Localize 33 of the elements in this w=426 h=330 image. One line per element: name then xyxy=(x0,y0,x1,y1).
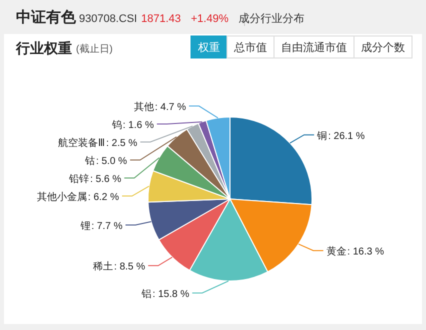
chart-subtitle: 行业权重 xyxy=(15,40,72,56)
data-label: : 5.0 % xyxy=(96,156,128,168)
chart-title: 中证有色 xyxy=(16,9,77,26)
data-label: : 16.3 % xyxy=(347,246,384,258)
slice-label: 钴 xyxy=(84,155,95,168)
text: 1871.43 xyxy=(141,13,181,25)
data-label: : 1.6 % xyxy=(122,120,154,132)
text: 930708.CSI xyxy=(79,13,138,25)
data-label: : 4.7 % xyxy=(154,102,186,114)
text: 自由流通市值 xyxy=(281,41,347,54)
slice-label: 铜 xyxy=(316,130,328,142)
slice-label: 铅锌 xyxy=(68,173,90,186)
data-label: : 26.1 % xyxy=(328,130,365,142)
slice-label: 其他小金属 xyxy=(36,191,87,204)
slice-label: 稀土 xyxy=(93,260,114,273)
data-label: : 6.2 % xyxy=(88,192,120,204)
data-label: : 15.8 % xyxy=(152,288,190,300)
slice-label: 航空装备Ⅲ xyxy=(58,137,106,150)
data-label: : 7.7 % xyxy=(91,220,123,232)
slice-label: 其他 xyxy=(134,101,154,114)
slice-label: 铝 xyxy=(140,288,152,300)
text: 总市值 xyxy=(233,41,267,54)
data-label: : 5.6 % xyxy=(90,174,122,186)
slice-label: 钨 xyxy=(110,120,122,132)
slice-label: 黄金 xyxy=(326,246,346,258)
text: 成分行业分布 xyxy=(238,12,304,25)
text: 成分个数 xyxy=(361,41,405,54)
slice-label: 锂 xyxy=(79,220,90,232)
text: 权重 xyxy=(197,41,220,54)
text: +1.49% xyxy=(190,13,229,25)
text: (截止日) xyxy=(76,43,113,55)
data-label: : 2.5 % xyxy=(106,138,138,150)
data-label: : 8.5 % xyxy=(114,262,146,273)
